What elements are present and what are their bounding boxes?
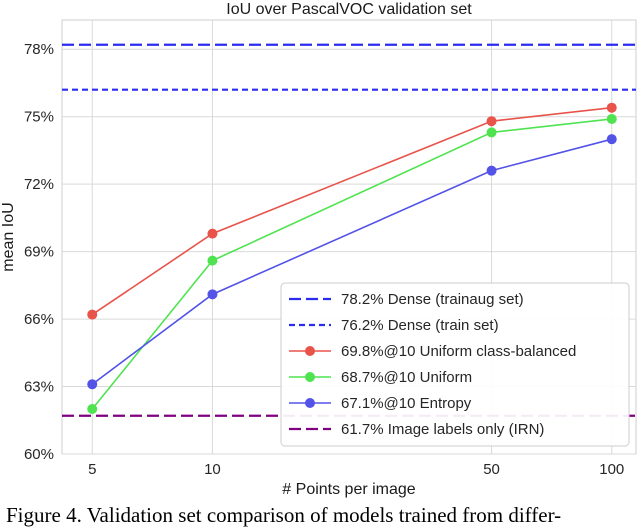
legend-label: 78.2% Dense (trainaug set) <box>341 291 524 308</box>
data-point <box>606 102 617 113</box>
y-tick-labels: 60% 63% 66% 69% 72% 75% 78% <box>24 41 54 463</box>
legend-label: 69.8%@10 Uniform class-balanced <box>341 343 576 360</box>
data-point <box>486 127 497 138</box>
series-lines <box>87 102 617 415</box>
data-point <box>207 255 218 266</box>
x-tick-label: 50 <box>483 461 500 478</box>
series-line <box>91 106 612 316</box>
x-tick-labels: 5 10 50 100 <box>88 461 624 478</box>
chart: 60% 63% 66% 69% 72% 75% 78% 5 10 50 100 IoU over … <box>0 1 637 498</box>
y-axis-title: mean IoU <box>0 202 17 271</box>
data-point <box>606 134 617 145</box>
legend-label: 67.1%@10 Entropy <box>341 395 472 412</box>
series-line <box>91 118 612 410</box>
data-point <box>606 113 617 124</box>
y-tick-label: 78% <box>24 41 54 58</box>
chart-title: IoU over PascalVOC validation set <box>226 1 472 18</box>
data-point <box>486 165 497 176</box>
legend-box <box>280 282 630 447</box>
x-tick-label: 100 <box>599 461 624 478</box>
data-point <box>87 309 98 320</box>
legend-label: 61.7% Image labels only (IRN) <box>341 421 544 438</box>
y-tick-label: 63% <box>24 379 54 396</box>
data-point <box>87 404 98 415</box>
legend-label: 68.7%@10 Uniform <box>341 369 472 386</box>
y-tick-label: 60% <box>24 446 54 463</box>
x-tick-label: 5 <box>88 461 96 478</box>
series-line <box>91 138 612 385</box>
y-tick-label: 66% <box>24 311 54 328</box>
x-tick-label: 10 <box>204 461 221 478</box>
y-tick-label: 69% <box>24 244 54 261</box>
data-point <box>207 228 218 239</box>
y-tick-label: 75% <box>24 109 54 126</box>
figure-caption: Figure 4. Validation set comparison of m… <box>6 503 562 527</box>
legend: 78.2% Dense (trainaug set) 76.2% Dense (t… <box>280 282 630 447</box>
legend-marker <box>305 346 315 356</box>
data-point <box>486 116 497 127</box>
y-tick-label: 72% <box>24 176 54 193</box>
legend-marker <box>305 398 315 408</box>
x-axis-title: # Points per image <box>282 481 416 498</box>
legend-marker <box>305 372 315 382</box>
data-point <box>207 289 218 300</box>
data-point <box>87 379 98 390</box>
legend-label: 76.2% Dense (train set) <box>341 317 499 334</box>
